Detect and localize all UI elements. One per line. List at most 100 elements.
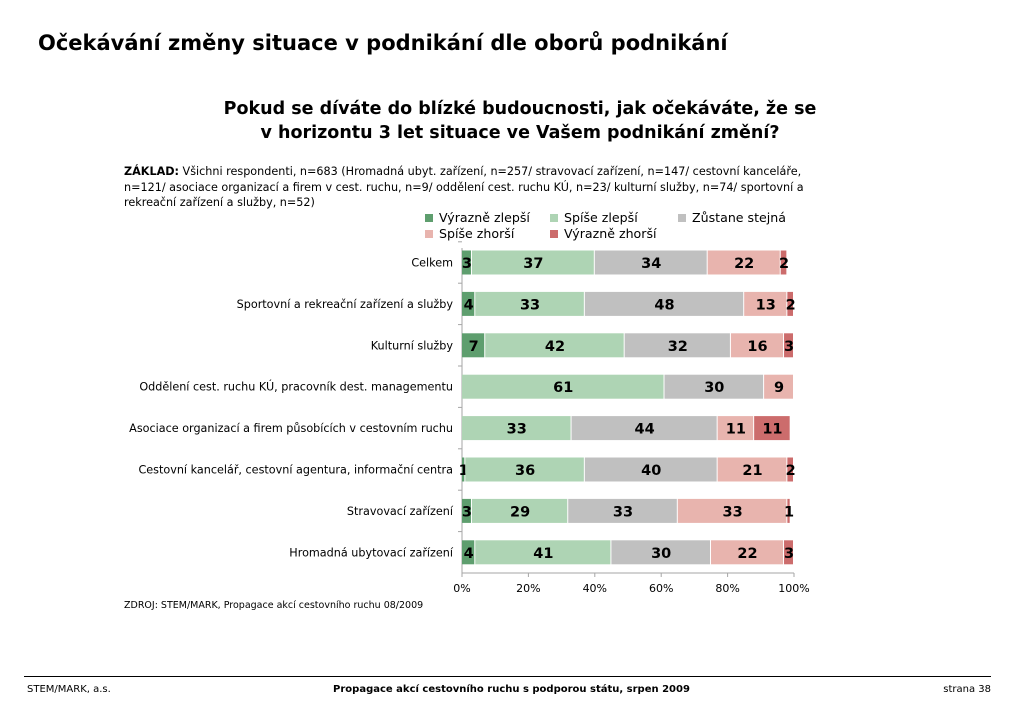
bar-segment: [780, 250, 787, 275]
legend-label: Spíše zhorší: [439, 226, 515, 241]
data-label: 3: [462, 504, 472, 520]
bar-segment: [465, 457, 584, 482]
legend-label: Spíše zlepší: [564, 210, 638, 225]
data-label: 37: [523, 256, 543, 272]
data-label: 30: [651, 546, 671, 562]
data-label: 2: [786, 297, 796, 313]
bar-segment: [471, 250, 594, 275]
bar-segment: [568, 498, 677, 523]
footer-divider: [24, 676, 991, 677]
x-tick-label: 80%: [715, 582, 739, 595]
legend-item: Výrazně zlepší: [425, 210, 530, 225]
bar-segment: [594, 250, 707, 275]
bar-segment: [787, 498, 790, 523]
data-label: 33: [520, 297, 540, 313]
bar-segment: [624, 333, 730, 358]
data-label: 1: [784, 504, 794, 520]
data-label: 36: [515, 463, 535, 479]
bar-segment: [462, 540, 475, 565]
category-label: Celkem: [411, 257, 453, 270]
legend-item: Spíše zlepší: [550, 210, 638, 225]
data-label: 13: [756, 297, 776, 313]
legend-swatch: [678, 213, 686, 222]
base-text: Všichni respondenti, n=683 (Hromadná uby…: [124, 165, 804, 209]
slide-title: Očekávání změny situace v podnikání dle …: [38, 31, 728, 55]
bar-segment: [730, 333, 784, 358]
data-label: 2: [786, 463, 796, 479]
bar-segment: [485, 333, 624, 358]
bar-segment: [462, 250, 471, 275]
bar-segment: [707, 250, 780, 275]
bar-segment: [571, 416, 717, 441]
footer-page-number: strana 38: [943, 684, 991, 695]
data-label: 1: [459, 463, 469, 479]
category-label: Hromadná ubytovací zařízení: [289, 546, 454, 559]
data-label: 32: [668, 339, 688, 355]
data-label: 61: [553, 380, 573, 396]
bar-segment: [462, 291, 475, 316]
x-tick-label: 100%: [778, 582, 809, 595]
bar-segment: [764, 374, 793, 399]
bar-segment: [784, 540, 793, 565]
data-label: 30: [704, 380, 724, 396]
data-label: 44: [635, 422, 655, 438]
data-label: 34: [641, 256, 661, 272]
legend-item: Zůstane stejná: [678, 210, 786, 225]
question-text: Pokud se díváte do blízké budoucnosti, j…: [60, 97, 980, 145]
category-label: Sportovní a rekreační zařízení a služby: [237, 298, 454, 311]
data-label: 16: [747, 339, 767, 355]
data-label: 29: [510, 504, 530, 520]
bar-segment: [471, 498, 568, 523]
data-label: 4: [464, 546, 474, 562]
data-label: 22: [734, 256, 754, 272]
data-label: 9: [774, 380, 784, 396]
data-label: 40: [641, 463, 661, 479]
x-tick-label: 0%: [453, 582, 470, 595]
bar-segment: [784, 333, 793, 358]
question-line-2: v horizontu 3 let situace ve Vašem podni…: [260, 123, 780, 143]
data-label: 33: [613, 504, 633, 520]
stacked-bar-chart: 0% 20% 40% 60% 80% 100%Celkem 3 37 34 22 2Sportovn…: [129, 241, 810, 595]
bar-segment: [744, 291, 787, 316]
legend-item: Výrazně zhorší: [550, 226, 657, 241]
data-label: 11: [762, 422, 782, 438]
bar-segment: [462, 457, 465, 482]
source-note: ZDROJ: STEM/MARK, Propagace akcí cestovn…: [124, 600, 424, 611]
bar-segment: [475, 291, 584, 316]
bar-segment: [611, 540, 710, 565]
bar-segment: [711, 540, 784, 565]
bar-segment: [475, 540, 611, 565]
category-label: Stravovací zařízení: [347, 505, 454, 518]
legend-label: Zůstane stejná: [692, 210, 787, 225]
question-line-1: Pokud se díváte do blízké budoucnosti, j…: [223, 99, 817, 119]
legend-swatch: [550, 229, 558, 238]
bar-segment: [462, 374, 664, 399]
legend-label: Výrazně zhorší: [564, 226, 657, 241]
legend-label: Výrazně zlepší: [439, 210, 530, 225]
bar-segment: [664, 374, 764, 399]
data-label: 3: [784, 339, 794, 355]
data-label: 48: [654, 297, 674, 313]
data-label: 11: [726, 422, 746, 438]
legend-swatch: [425, 213, 433, 222]
base-label: ZÁKLAD:: [124, 165, 179, 178]
category-label: Kulturní služby: [371, 339, 454, 352]
bar-segment: [462, 416, 571, 441]
footer-title: Propagace akcí cestovního ruchu s podpor…: [333, 684, 690, 695]
category-label: Asociace organizací a firem působících v…: [129, 422, 453, 435]
bar-segment: [717, 457, 787, 482]
data-label: 4: [464, 297, 474, 313]
data-label: 33: [722, 504, 742, 520]
data-label: 22: [737, 546, 757, 562]
x-tick-label: 40%: [583, 582, 607, 595]
bar-segment: [462, 333, 485, 358]
bar-segment: [787, 291, 793, 316]
bar-segment: [462, 498, 471, 523]
bar-segment: [787, 457, 793, 482]
data-label: 42: [545, 339, 565, 355]
x-tick-label: 60%: [649, 582, 673, 595]
data-label: 41: [533, 546, 553, 562]
bar-segment: [717, 416, 754, 441]
legend-item: Spíše zhorší: [425, 226, 514, 241]
legend-swatch: [425, 229, 433, 238]
